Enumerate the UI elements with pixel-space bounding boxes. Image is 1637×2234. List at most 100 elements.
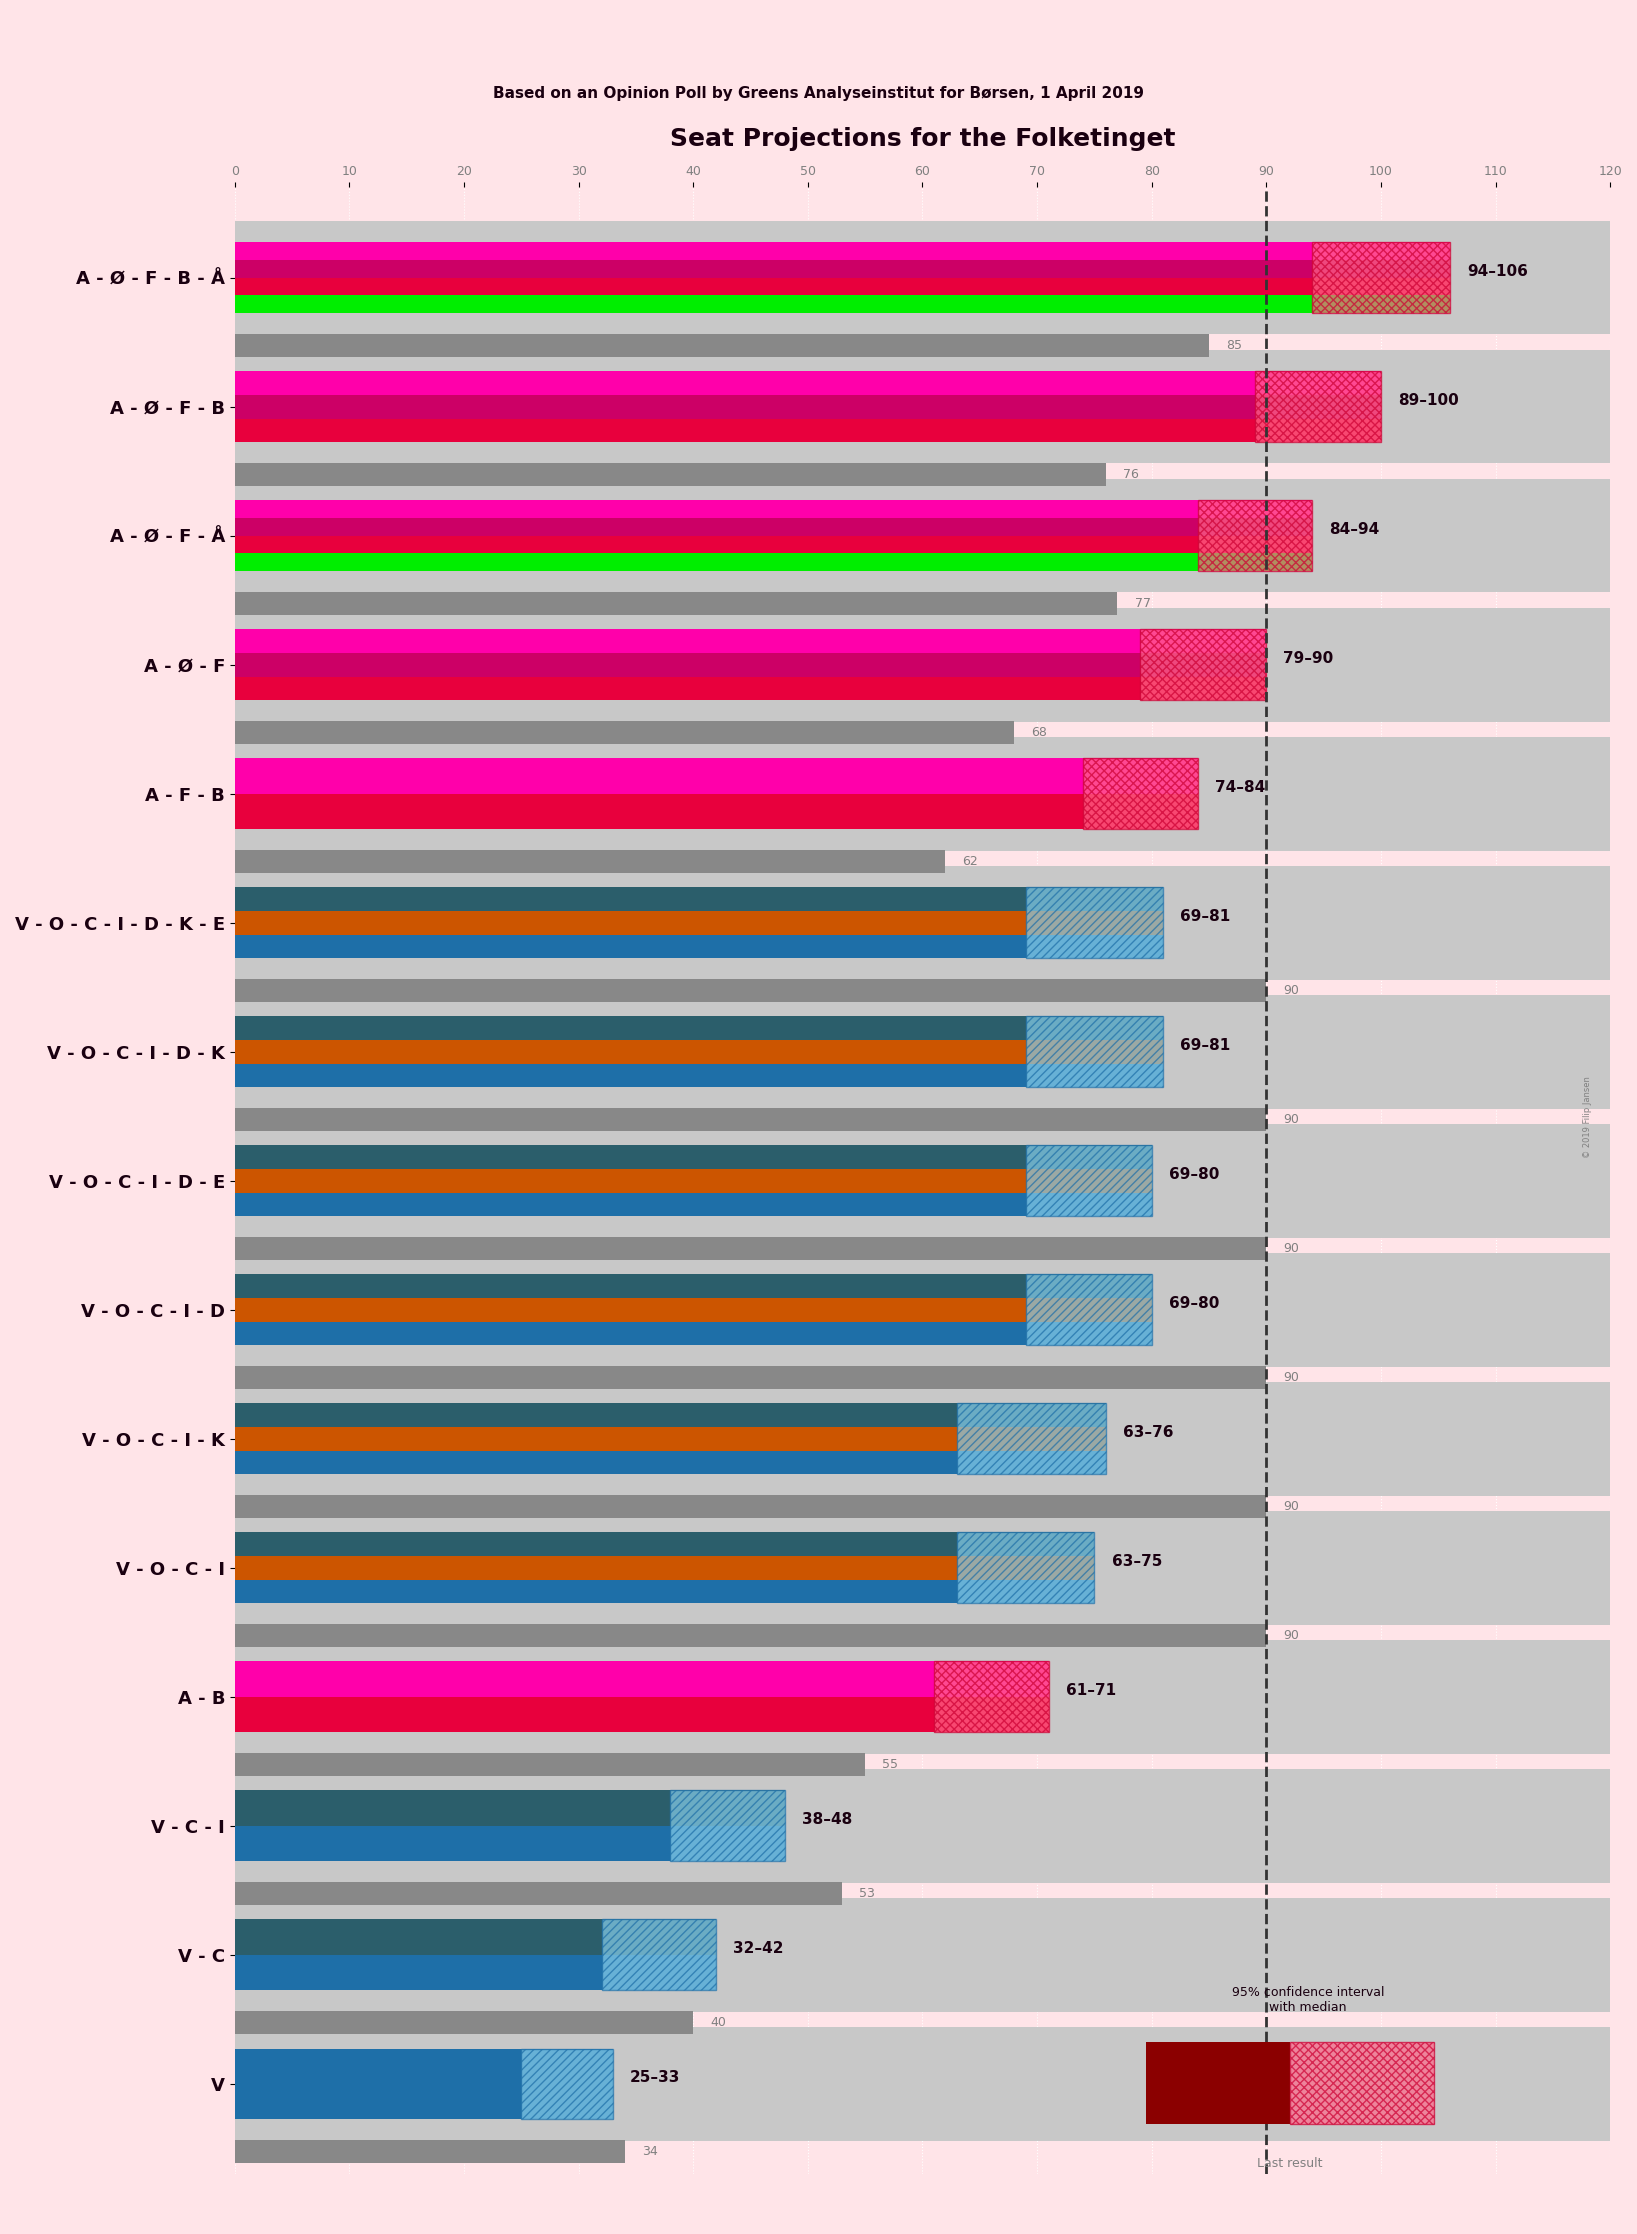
Bar [234, 1662, 1049, 1698]
Text: 69–80: 69–80 [1169, 1296, 1220, 1311]
Bar [234, 2026, 1611, 2140]
Bar [234, 277, 1450, 295]
Bar [234, 1383, 1611, 1495]
Bar [234, 1016, 1164, 1041]
Bar [601, 1919, 717, 1990]
Bar [234, 418, 1382, 442]
Bar [234, 1533, 1095, 1557]
Bar [671, 1789, 786, 1861]
Bar [234, 1253, 1611, 1367]
Bar [234, 1579, 1095, 1604]
Text: 34: 34 [642, 2145, 658, 2158]
Text: Last result: Last result [1257, 2158, 1323, 2169]
Bar [234, 241, 1450, 259]
Bar [234, 1881, 843, 1906]
Text: 55: 55 [882, 1758, 899, 1772]
Bar [234, 1754, 866, 1776]
Bar [234, 1323, 1152, 1345]
Bar [234, 259, 1450, 277]
Bar [234, 1825, 786, 1861]
Text: 90: 90 [1283, 1629, 1300, 1642]
Bar [234, 554, 1313, 572]
Text: 61–71: 61–71 [1066, 1682, 1116, 1698]
Bar [234, 1899, 1611, 2013]
Bar [1146, 2042, 1290, 2125]
Text: 94–106: 94–106 [1467, 264, 1527, 279]
Text: 90: 90 [1283, 1499, 1300, 1512]
Text: 76: 76 [1123, 467, 1139, 480]
Bar [234, 849, 946, 873]
Text: 53: 53 [859, 1888, 876, 1901]
Bar [234, 934, 1164, 958]
Bar [234, 1919, 717, 1955]
Bar [521, 2049, 612, 2120]
Bar [234, 737, 1611, 851]
Bar [1026, 1146, 1152, 1215]
Text: © 2019 Filip Jansen: © 2019 Filip Jansen [1583, 1077, 1593, 1157]
Bar [234, 1640, 1611, 1754]
Bar [234, 630, 1267, 652]
Text: 77: 77 [1134, 596, 1151, 610]
Text: 63–76: 63–76 [1123, 1425, 1174, 1441]
Bar [234, 793, 1198, 829]
Bar [234, 722, 1015, 744]
Bar [234, 1193, 1152, 1215]
Bar [234, 652, 1267, 677]
Bar [1290, 2042, 1434, 2125]
Text: 40: 40 [710, 2017, 727, 2028]
Bar [234, 608, 1611, 722]
Bar [234, 757, 1198, 793]
Bar [234, 867, 1611, 978]
Bar [1026, 1016, 1164, 1088]
Bar [234, 1495, 1267, 1519]
Text: 95% confidence interval
with median: 95% confidence interval with median [1231, 1986, 1385, 2013]
Bar [935, 1662, 1049, 1731]
Bar [234, 1403, 1107, 1428]
Text: 69–80: 69–80 [1169, 1166, 1220, 1182]
Bar [234, 1510, 1611, 1624]
Text: 90: 90 [1283, 1242, 1300, 1256]
Bar [234, 500, 1313, 518]
Bar [234, 1063, 1164, 1088]
Bar [234, 1298, 1152, 1323]
Bar [234, 1955, 717, 1990]
Bar [234, 887, 1164, 911]
Text: Based on an Opinion Poll by Greens Analyseinstitut for Børsen, 1 April 2019: Based on an Opinion Poll by Greens Analy… [493, 87, 1144, 101]
Bar [1313, 241, 1450, 313]
Bar [234, 2140, 624, 2163]
Text: 63–75: 63–75 [1112, 1555, 1162, 1568]
Bar [1084, 757, 1198, 829]
Bar [234, 1557, 1095, 1579]
Text: 90: 90 [1283, 1372, 1300, 1385]
Bar [234, 1450, 1107, 1474]
Bar [234, 1273, 1152, 1298]
Bar [234, 536, 1313, 554]
Bar [234, 1124, 1611, 1238]
Bar [234, 1698, 1049, 1731]
Bar [234, 1168, 1152, 1193]
Text: 25–33: 25–33 [630, 2071, 681, 2084]
Bar [234, 1146, 1152, 1168]
Bar [234, 518, 1313, 536]
Bar [234, 1108, 1267, 1130]
Text: 62: 62 [963, 856, 979, 869]
Text: 79–90: 79–90 [1283, 650, 1334, 666]
Text: 68: 68 [1031, 726, 1048, 739]
Bar [234, 911, 1164, 934]
Bar [234, 1365, 1267, 1390]
Text: 90: 90 [1283, 983, 1300, 996]
Text: 89–100: 89–100 [1398, 393, 1459, 409]
Bar [234, 677, 1267, 699]
Bar [234, 371, 1382, 395]
Text: 90: 90 [1283, 1113, 1300, 1126]
Bar [234, 1769, 1611, 1883]
Text: 32–42: 32–42 [733, 1941, 784, 1957]
Text: 74–84: 74–84 [1215, 780, 1265, 795]
Bar [234, 333, 1210, 357]
Bar [234, 978, 1267, 1003]
Bar [234, 1789, 786, 1825]
Title: Seat Projections for the Folketinget: Seat Projections for the Folketinget [670, 127, 1175, 150]
Bar [234, 2049, 612, 2120]
Bar [1256, 371, 1382, 442]
Bar [234, 1428, 1107, 1450]
